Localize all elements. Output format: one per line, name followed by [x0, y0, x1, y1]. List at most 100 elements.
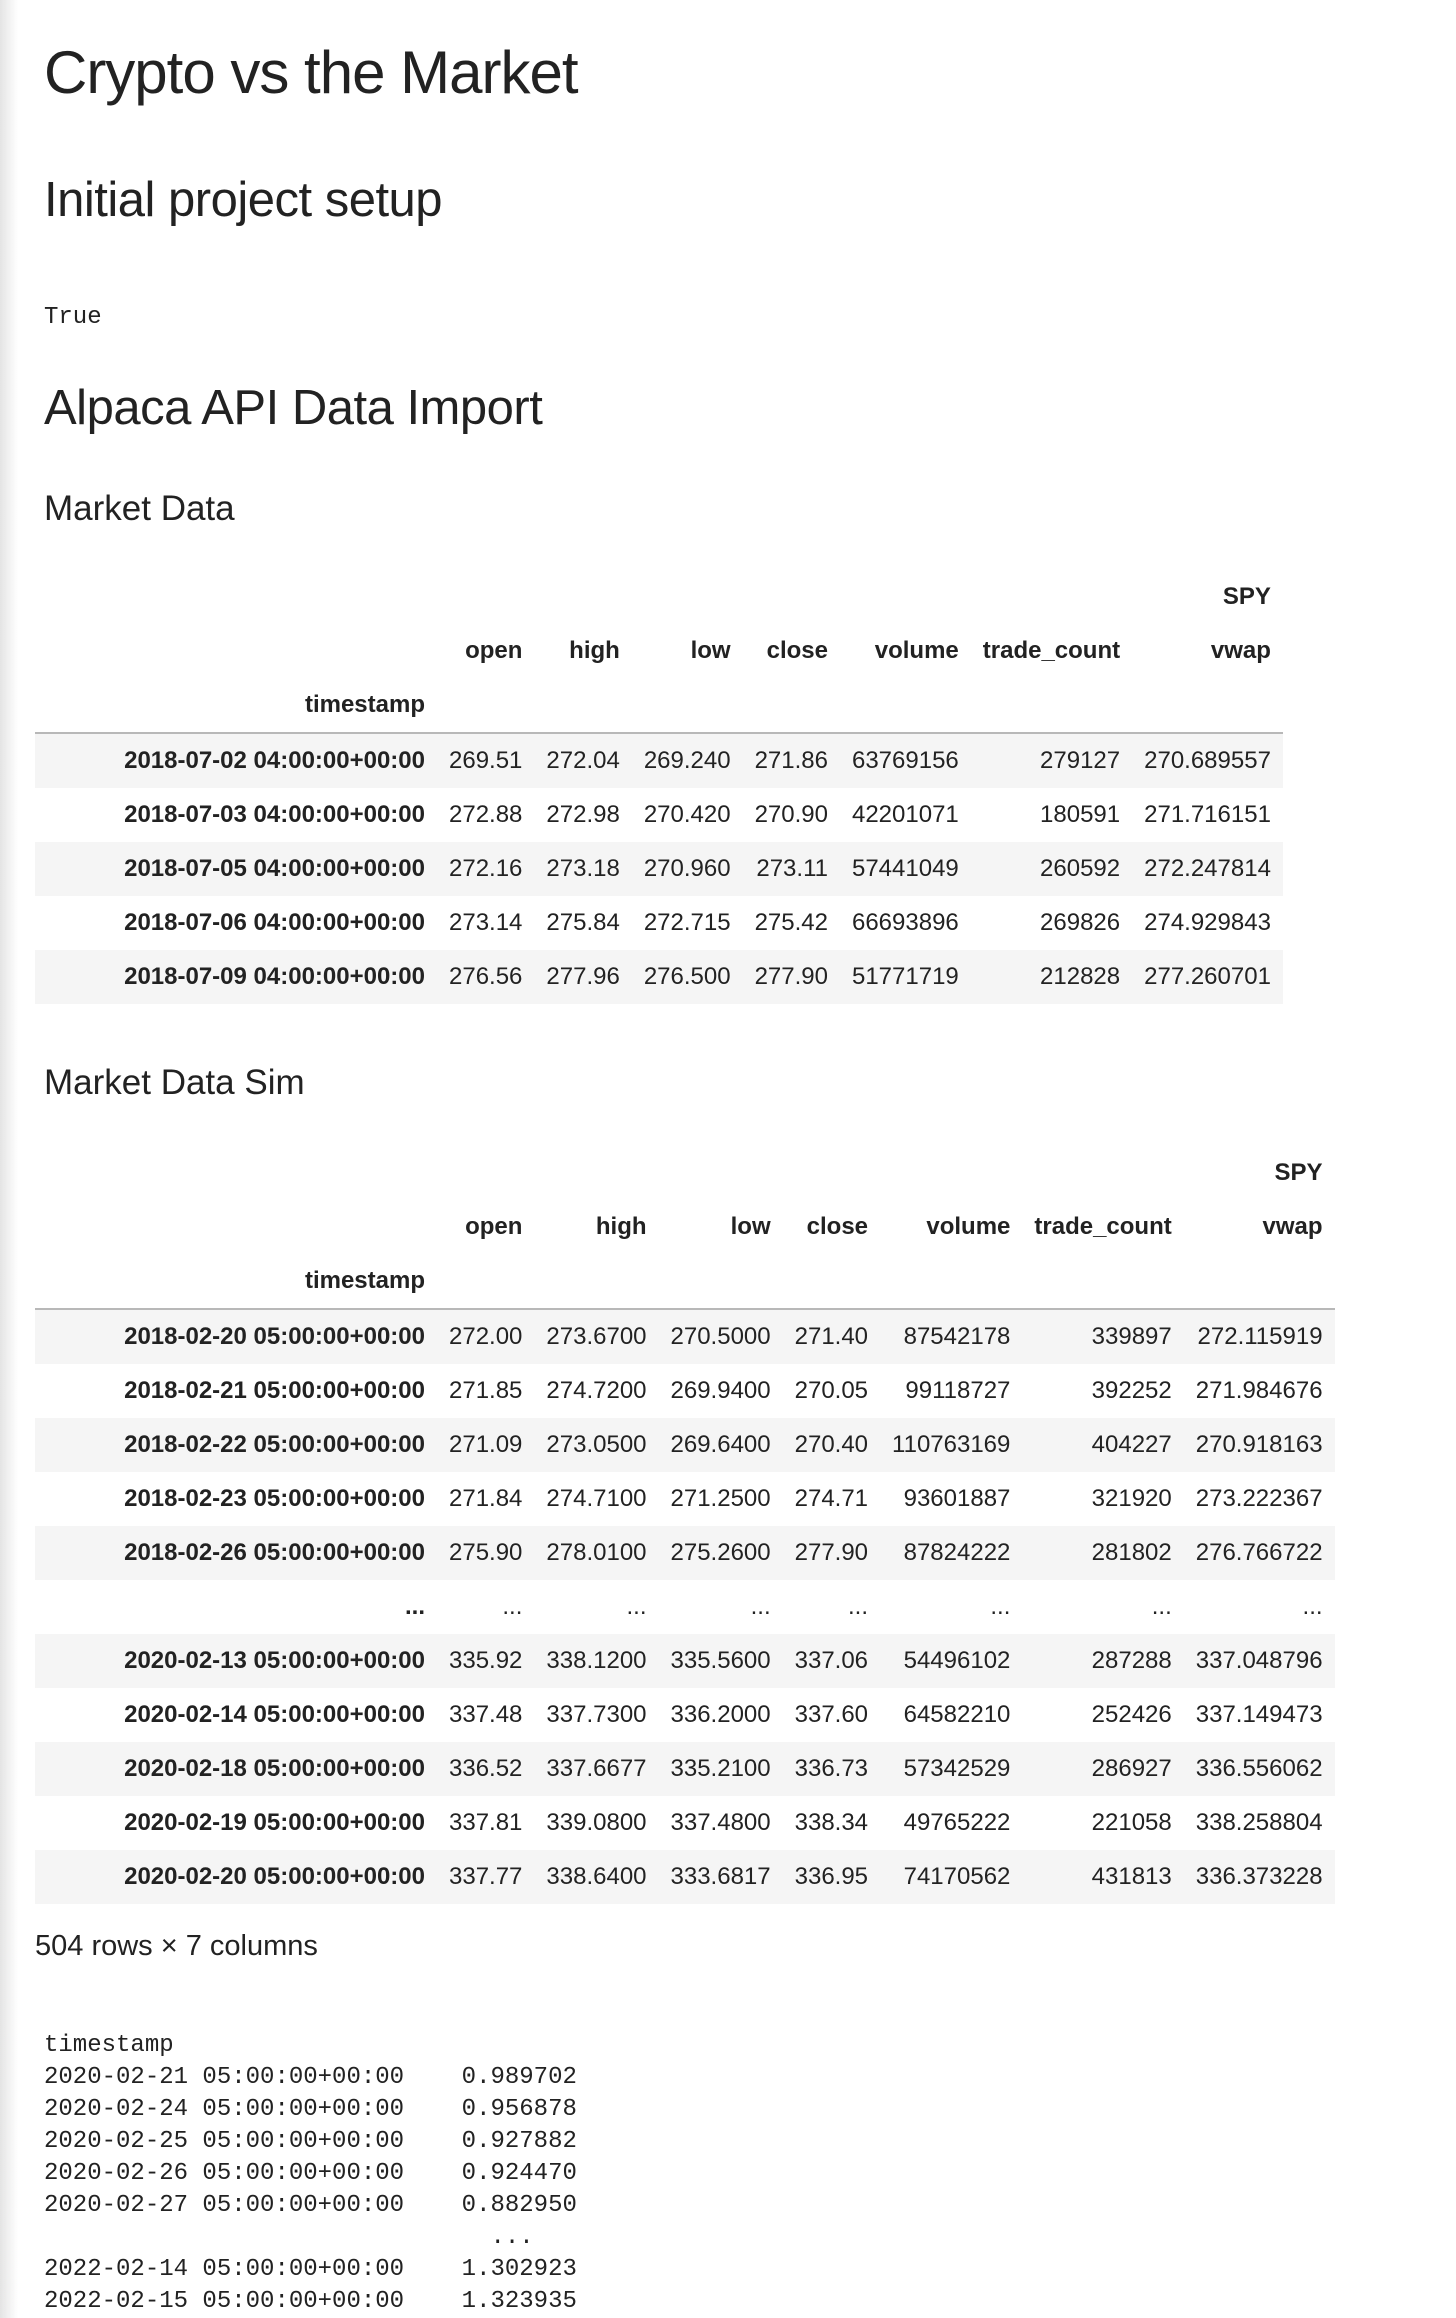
series-line: ... — [44, 2224, 534, 2251]
table-cell: 337.77 — [449, 1863, 523, 1890]
table-cell: 336.2000 — [670, 1701, 771, 1728]
table-group-header-row: SPY — [35, 570, 1283, 624]
table-cell: 99118727 — [905, 1377, 1011, 1404]
table-cell: 337.149473 — [1195, 1701, 1323, 1728]
market-data-sim-table: SPY open high low close volume trade_cou… — [35, 1146, 1335, 1904]
table-cell: 274.929843 — [1144, 909, 1271, 936]
column-header: volume — [926, 1213, 1011, 1240]
table-cell: 337.048796 — [1195, 1647, 1323, 1674]
table-cell: 270.90 — [754, 801, 828, 828]
table-cell: 271.716151 — [1144, 801, 1271, 828]
series-line: 2020-02-21 05:00:00+00:00 0.989702 — [44, 2064, 577, 2091]
table-cell: 338.6400 — [546, 1863, 647, 1890]
table-cell: 269826 — [1040, 909, 1121, 936]
table-cell: ... — [750, 1593, 771, 1620]
table-row: 2020-02-20 05:00:00+00:00 337.77 338.6400 3… — [35, 1850, 1335, 1904]
table-cell: 212828 — [1040, 963, 1121, 990]
column-header: high — [595, 1213, 647, 1240]
table-row: 2018-02-26 05:00:00+00:00 275.90 278.0100 2… — [35, 1526, 1335, 1580]
table-cell: 431813 — [1091, 1863, 1172, 1890]
table-group-header: SPY — [1274, 1159, 1323, 1186]
series-line: 2022-02-15 05:00:00+00:00 1.323935 — [44, 2288, 577, 2315]
table-cell: 66693896 — [851, 909, 959, 936]
market-data-heading: Market Data — [44, 489, 235, 528]
table-cell: 336.556062 — [1195, 1755, 1323, 1782]
table-cell: 272.247814 — [1144, 855, 1271, 882]
table-row: 2018-07-02 04:00:00+00:00 269.51 272.04 269… — [35, 733, 1283, 788]
table-cell: ... — [502, 1593, 523, 1620]
table-cell: 270.420 — [643, 801, 731, 828]
table-cell: 337.81 — [449, 1809, 523, 1836]
table-cell: 335.92 — [449, 1647, 523, 1674]
table-row: 2018-02-23 05:00:00+00:00 271.84 274.7100 2… — [35, 1472, 1335, 1526]
table-cell: 337.60 — [794, 1701, 869, 1728]
table-cell: 272.115919 — [1197, 1323, 1323, 1350]
table-cell: 270.40 — [794, 1431, 869, 1458]
index-name-header: timestamp — [35, 1254, 437, 1310]
column-header: low — [730, 1213, 771, 1240]
table-cell: 270.918163 — [1195, 1431, 1323, 1458]
table-row: 2020-02-18 05:00:00+00:00 336.52 337.6677 3… — [35, 1742, 1335, 1796]
table-cell: 270.960 — [643, 855, 731, 882]
table-cell: 274.7100 — [546, 1485, 647, 1512]
table-cell: ... — [1151, 1593, 1172, 1620]
table-cell: 277.260701 — [1144, 963, 1271, 990]
table-column-header-row: open high low close volume trade_count v… — [35, 1200, 1335, 1254]
table-cell: 336.373228 — [1195, 1863, 1323, 1890]
table-cell: 269.6400 — [670, 1431, 771, 1458]
table-cell: 57342529 — [903, 1755, 1011, 1782]
row-index-label: 2018-07-06 04:00:00+00:00 — [124, 909, 425, 936]
table-cell: 271.40 — [794, 1323, 869, 1350]
table-cell: 274.71 — [794, 1485, 869, 1512]
notebook-title: Crypto vs the Market — [44, 39, 579, 106]
table-row: 2020-02-13 05:00:00+00:00 335.92 338.1200 3… — [35, 1634, 1335, 1688]
column-header: high — [569, 637, 620, 664]
table-cell: 281802 — [1091, 1539, 1172, 1566]
table-cell: 273.14 — [449, 909, 523, 936]
table-cell: ... — [848, 1593, 869, 1620]
table-cell: 272.715 — [643, 909, 731, 936]
table-cell: 392252 — [1091, 1377, 1172, 1404]
table-cell: 337.7300 — [546, 1701, 647, 1728]
table-cell: ... — [1302, 1593, 1323, 1620]
table-cell: ... — [626, 1593, 647, 1620]
table-cell: 276.766722 — [1195, 1539, 1323, 1566]
table-cell: 335.5600 — [670, 1647, 771, 1674]
table-cell: 93601887 — [903, 1485, 1011, 1512]
table-cell: 338.1200 — [546, 1647, 647, 1674]
table-cell: 275.2600 — [670, 1539, 771, 1566]
table-cell: 335.2100 — [670, 1755, 771, 1782]
table-cell: 87542178 — [903, 1323, 1011, 1350]
table-row: 2018-02-20 05:00:00+00:00 272.00 273.6700 2… — [35, 1309, 1335, 1364]
table-cell: 404227 — [1091, 1431, 1172, 1458]
table-cell: 273.11 — [756, 855, 828, 882]
table-cell: 275.90 — [449, 1539, 523, 1566]
table-index-header-row: timestamp — [35, 678, 1283, 734]
table-cell: 221058 — [1091, 1809, 1172, 1836]
table-row: 2020-02-14 05:00:00+00:00 337.48 337.7300 3… — [35, 1688, 1335, 1742]
row-index-label: 2020-02-19 05:00:00+00:00 — [124, 1809, 425, 1836]
table-cell: 260592 — [1040, 855, 1121, 882]
series-line: 2020-02-24 05:00:00+00:00 0.956878 — [44, 2096, 577, 2123]
table-cell: 272.16 — [449, 855, 523, 882]
table-cell: 252426 — [1091, 1701, 1172, 1728]
table-cell: 278.0100 — [546, 1539, 647, 1566]
table-cell: 271.2500 — [670, 1485, 771, 1512]
setup-output: True — [44, 304, 102, 331]
table-cell: 337.4800 — [670, 1809, 771, 1836]
table-cell: 336.73 — [794, 1755, 869, 1782]
table-cell: 277.90 — [794, 1539, 869, 1566]
row-index-label: 2018-07-02 04:00:00+00:00 — [124, 747, 425, 774]
table-cell: 338.34 — [794, 1809, 869, 1836]
market-data-table: SPY open high low close volume trade_cou… — [35, 570, 1283, 1004]
series-line: 2020-02-25 05:00:00+00:00 0.927882 — [44, 2128, 577, 2155]
table-cell: 272.98 — [546, 801, 620, 828]
table-cell: 333.6817 — [670, 1863, 771, 1890]
table-cell: 277.90 — [754, 963, 828, 990]
table-cell: 54496102 — [903, 1647, 1011, 1674]
table-cell: 272.04 — [546, 747, 620, 774]
row-index-label: 2018-07-09 04:00:00+00:00 — [124, 963, 425, 990]
column-header: volume — [874, 637, 959, 664]
table-row: ........................ — [35, 1580, 1335, 1634]
table-dimensions-label: 504 rows × 7 columns — [35, 1930, 318, 1962]
